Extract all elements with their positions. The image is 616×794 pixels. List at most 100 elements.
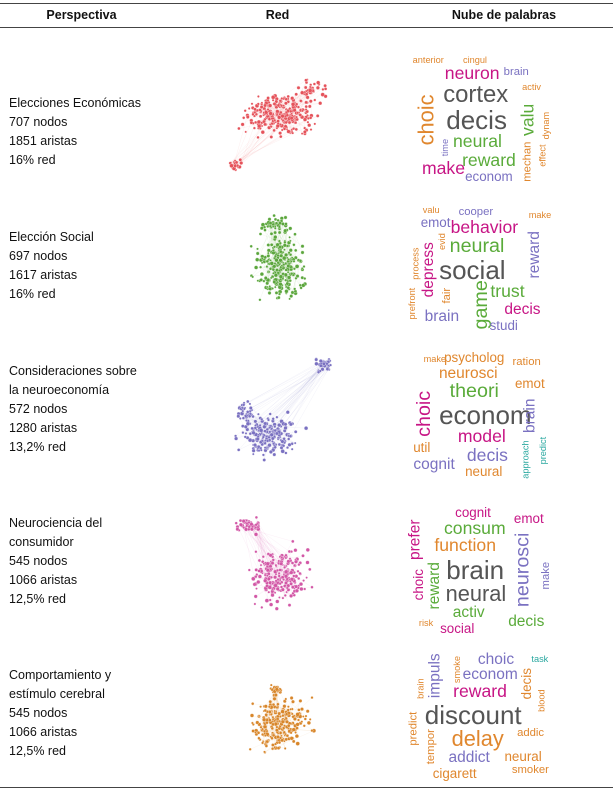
network-node [262,458,266,462]
network-node [291,715,295,719]
network-node [308,88,313,93]
cloud-word: fair [440,287,453,304]
cloud-word: econom [439,400,532,430]
network-node [290,272,294,276]
network-node [263,704,268,709]
network-edge [257,526,279,562]
network-node [255,257,260,262]
network-node [268,430,272,434]
cloud-word: studi [489,318,518,334]
network-node [273,226,277,230]
network-node [288,434,293,438]
cloud-word: neurosci [511,532,534,607]
cloud-word: task [531,654,549,665]
network-node [294,588,299,593]
network-node [315,114,320,118]
network-node [248,406,253,410]
cloud-word: activ [452,604,485,622]
cloud-word: dynam [541,112,552,140]
network-node [287,705,290,709]
network-node [271,715,275,719]
network-node [285,410,290,415]
network-node [257,95,260,98]
network-node [273,719,277,723]
network-node [313,122,317,126]
network-edge [294,234,296,294]
network-node [290,96,295,101]
network-node [294,559,298,564]
network-node [278,221,282,225]
network-node [275,112,279,116]
network-edge [230,106,284,163]
network-node [286,559,291,564]
cloud-word: decis [519,667,535,700]
network-node [284,712,289,716]
network-node [295,726,299,730]
network-node [236,414,241,419]
table-top-rule [0,3,613,4]
cloud-word: game [469,280,492,330]
network-node [264,713,268,717]
network-node [285,113,289,117]
network-node [274,579,278,583]
cloud-word: function [434,535,496,556]
network-edge [245,361,329,434]
network-node [272,128,276,133]
network-node [271,747,275,751]
network-node [276,271,280,275]
network-node [269,432,274,437]
network-edge [292,244,295,258]
network-node [264,734,267,737]
network-node [275,415,279,419]
network-node [289,294,294,298]
network-node [279,110,283,115]
network-node [263,750,266,754]
network-edge [248,522,276,583]
network-node [278,274,283,279]
network-node [251,430,256,435]
network-node [270,122,274,126]
network-node [303,587,307,591]
network-node [267,590,271,594]
network-node [289,696,294,700]
network-node [288,248,293,253]
network-node [309,128,313,131]
network-node [267,251,270,255]
network-node [280,439,285,444]
network-edge [266,362,327,424]
network-share: 16% red [9,153,56,167]
network-node [282,243,287,248]
cloud-word: brain [521,398,539,434]
edge-count: 1851 aristas [9,134,78,148]
cloud-word: addic [517,727,545,740]
cloud-word: decis [508,612,545,630]
network-node [321,87,325,91]
perspective-cell: Comportamiento y estímulo cerebral 545 nod… [9,666,159,761]
network-node [291,727,296,732]
network-node [268,111,273,116]
network-node [278,568,282,572]
network-node [254,526,258,529]
network-node [280,449,285,454]
network-edge [268,271,296,292]
network-node [254,568,258,572]
network-node [273,235,278,240]
network-node [237,126,241,131]
network-node [277,726,282,731]
network-node [304,92,309,96]
network-node [275,706,279,709]
network-edge [271,563,288,570]
network-node [275,431,279,436]
network-node [264,744,269,748]
network-node [262,717,267,722]
network-node [243,424,248,429]
network-node [323,94,328,99]
network-node [257,714,261,718]
network-node [261,741,265,745]
network-node [314,357,319,362]
cloud-word: mechan [521,141,534,183]
network-node [277,711,282,716]
header-network: Red [265,8,290,22]
network-node [292,108,297,113]
network-node [286,264,291,269]
